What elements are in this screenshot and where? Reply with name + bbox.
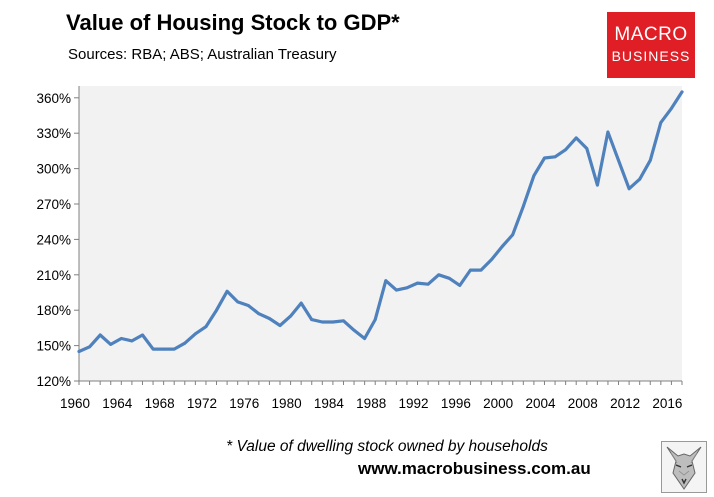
data-point [384,279,388,283]
data-point [151,347,155,351]
data-point [405,286,409,290]
data-point [638,177,642,181]
x-tick-label: 1964 [102,396,133,411]
y-tick-label: 330% [36,126,71,141]
data-point [479,268,483,272]
data-point [194,332,197,336]
x-tick-label: 2012 [610,396,640,411]
logo-line-2: BUSINESS [611,48,691,64]
data-point [204,325,208,329]
data-point [458,284,462,287]
data-point [352,328,356,332]
x-tick-label: 1984 [314,396,345,411]
y-tick-label: 180% [36,303,71,318]
data-point [490,258,493,261]
data-point [596,183,599,187]
data-point [310,318,314,321]
data-point [109,343,113,346]
x-tick-label: 1992 [399,396,429,411]
line-chart: 120% 150% 180% 210% 240% 270% 300% 330% 360% 196… [36,86,684,411]
data-point [331,320,335,324]
data-point [659,121,663,124]
data-point [564,148,567,152]
data-point [299,301,303,305]
data-point [373,318,377,321]
data-point [183,341,187,345]
data-point [236,300,240,304]
series-layer [77,90,684,354]
data-point [98,333,102,337]
x-tick-label: 1972 [187,396,217,411]
data-point [680,90,684,94]
data-point [172,347,176,351]
data-point [225,289,229,293]
data-point [88,345,91,349]
data-point [617,158,620,162]
data-point [162,347,166,351]
data-point [553,155,557,159]
data-point [627,187,631,191]
data-point [119,337,123,340]
x-tick-label: 1976 [229,396,259,411]
data-point [257,312,261,316]
x-tick-label: 2008 [568,396,598,411]
x-tick-label: 2016 [652,396,682,411]
data-point [278,324,282,327]
x-axis: 1960 1964 1968 1972 1976 1980 1984 1988 1992 1996… [60,381,683,411]
data-point [426,282,430,286]
macrobusiness-logo: MACRO BUSINESS [607,12,695,78]
plot-area [79,86,682,381]
y-tick-label: 120% [36,374,71,389]
logo-line-1: MACRO [614,24,688,45]
y-tick-label: 210% [36,268,71,283]
data-point [141,333,144,337]
data-point [532,174,536,178]
data-point [447,276,451,280]
y-axis: 120% 150% 180% 210% 240% 270% 300% 330% 360% [36,91,79,389]
x-tick-label: 1996 [441,396,471,411]
x-tick-label: 2000 [483,396,513,411]
data-point [574,136,578,140]
data-point [342,319,345,323]
chart-subtitle: Sources: RBA; ABS; Australian Treasury [68,46,337,63]
x-tick-label: 1980 [272,396,302,411]
x-tick-label: 1960 [60,396,90,411]
y-tick-label: 150% [36,339,71,354]
footnote: * Value of dwelling stock owned by house… [0,438,714,456]
wolf-icon [661,441,707,493]
data-point [215,308,218,312]
data-point [77,350,81,353]
website-url: www.macrobusiness.com.au [358,459,591,478]
data-point [469,268,472,272]
data-point [246,304,250,307]
data-point [511,233,515,237]
data-point [670,107,673,110]
data-point [130,339,134,343]
y-tick-label: 270% [36,197,71,212]
data-point [500,245,504,248]
y-tick-label: 360% [36,91,71,106]
data-point [289,314,292,318]
series-line-housing-stock-to-gdp [77,90,684,354]
chart-title: Value of Housing Stock to GDP* [66,10,400,35]
data-point [395,288,398,292]
data-point [521,205,525,208]
y-tick-label: 300% [36,162,71,177]
y-tick-label: 240% [36,232,71,247]
data-point [268,317,271,320]
x-tick-label: 2004 [525,396,556,411]
data-point [363,337,366,340]
data-point [585,147,589,150]
data-point [437,273,441,277]
x-tick-label: 1968 [145,396,175,411]
footnote-text: * Value of dwelling stock owned by house… [226,438,548,455]
data-point [320,320,324,324]
data-point [648,158,652,162]
x-tick-label: 1988 [356,396,386,411]
data-point [543,156,546,160]
data-point [606,130,610,134]
data-point [416,281,419,285]
